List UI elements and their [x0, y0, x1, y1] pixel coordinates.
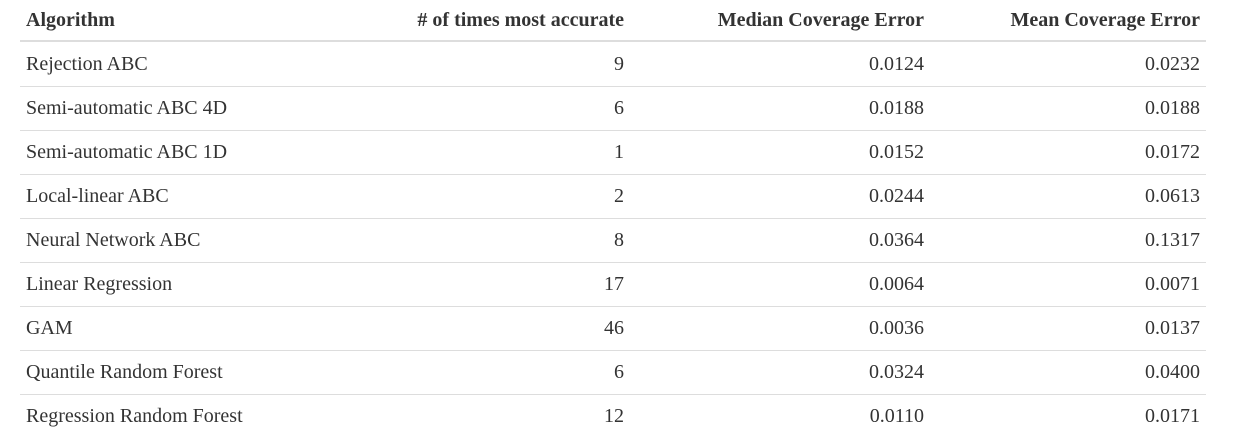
cell-median-coverage-error: 0.0244: [630, 174, 930, 219]
cell-times-most-accurate: 9: [614, 52, 624, 75]
header-mean-coverage-error: Mean Coverage Error: [930, 0, 1206, 42]
cell-times-most-accurate: 8: [350, 218, 630, 263]
cell-mean-coverage-error: 0.0171: [930, 394, 1206, 438]
cell-median-coverage-error: 0.0152: [630, 130, 930, 175]
cell-median-coverage-error: 0.0324: [630, 350, 930, 395]
cell-times-most-accurate: 2: [350, 174, 630, 219]
cell-mean-coverage-error: 0.0400: [930, 350, 1206, 395]
table-body: Rejection ABC 9 0.0124 0.0232 Semi-autom…: [20, 41, 1206, 438]
cell-algorithm: Semi-automatic ABC 4D: [20, 86, 350, 131]
cell-median-coverage-error: 0.0188: [630, 86, 930, 131]
cell-algorithm: Local-linear ABC: [20, 174, 350, 219]
cell-median-coverage-error: 0.0036: [630, 306, 930, 351]
table-row: Neural Network ABC 8 0.0364 0.1317: [20, 218, 1206, 263]
cell-mean-coverage-error: 0.0613: [930, 174, 1206, 219]
cell-mean-coverage-error: 0.1317: [930, 218, 1206, 263]
table-header: Algorithm # of times most accurate Media…: [20, 0, 1206, 42]
cell-times-most-accurate: 12: [350, 394, 630, 438]
table-row: Semi-automatic ABC 1D 1 0.0152 0.0172: [20, 130, 1206, 175]
cell-mean-coverage-error: 0.0232: [1145, 52, 1200, 75]
cell-times-most-accurate: 1: [350, 130, 630, 175]
cell-mean-coverage-error: 0.0071: [930, 262, 1206, 307]
cell-mean-coverage-error: 0.0188: [930, 86, 1206, 131]
cell-median-coverage-error: 0.0064: [630, 262, 930, 307]
cell-median-coverage-error: 0.0110: [630, 394, 930, 438]
cell-median-coverage-error: 0.0124: [869, 52, 924, 75]
cell-median-coverage-error: 0.0364: [630, 218, 930, 263]
results-table: Algorithm # of times most accurate Media…: [20, 0, 1206, 438]
cell-algorithm: Neural Network ABC: [20, 218, 350, 263]
cell-algorithm: Quantile Random Forest: [20, 350, 350, 395]
cell-algorithm: Linear Regression: [20, 262, 350, 307]
cell-times-most-accurate: 6: [350, 350, 630, 395]
header-times-most-accurate: # of times most accurate: [350, 0, 630, 42]
cell-times-most-accurate: 17: [350, 262, 630, 307]
header-median-coverage-error: Median Coverage Error: [630, 0, 930, 42]
header-row: Algorithm # of times most accurate Media…: [20, 0, 1206, 42]
table-row: Linear Regression 17 0.0064 0.0071: [20, 262, 1206, 307]
cell-algorithm: Semi-automatic ABC 1D: [20, 130, 350, 175]
cell-times-most-accurate: 6: [350, 86, 630, 131]
table-row: Rejection ABC 9 0.0124 0.0232: [20, 41, 1206, 87]
cell-algorithm: Rejection ABC: [26, 52, 148, 75]
table-row: Quantile Random Forest 6 0.0324 0.0400: [20, 350, 1206, 395]
table-row: Regression Random Forest 12 0.0110 0.017…: [20, 394, 1206, 438]
table-row: Local-linear ABC 2 0.0244 0.0613: [20, 174, 1206, 219]
table-row: GAM 46 0.0036 0.0137: [20, 306, 1206, 351]
header-algorithm: Algorithm: [20, 0, 350, 42]
results-table-container: Algorithm # of times most accurate Media…: [20, 0, 1206, 438]
cell-algorithm: Regression Random Forest: [20, 394, 350, 438]
cell-mean-coverage-error: 0.0172: [930, 130, 1206, 175]
cell-mean-coverage-error: 0.0137: [930, 306, 1206, 351]
cell-algorithm: GAM: [20, 306, 350, 351]
cell-times-most-accurate: 46: [350, 306, 630, 351]
table-row: Semi-automatic ABC 4D 6 0.0188 0.0188: [20, 86, 1206, 131]
